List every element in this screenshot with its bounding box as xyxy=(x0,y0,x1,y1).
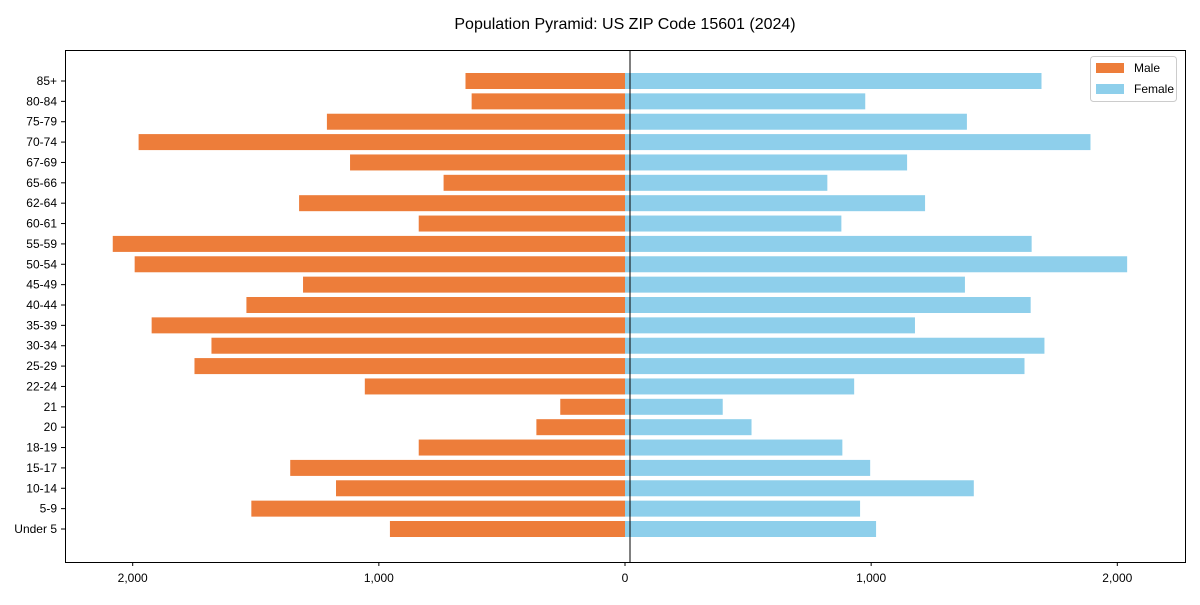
x-tick-label: 1,000 xyxy=(856,571,886,585)
bar-male-5-9 xyxy=(251,500,626,517)
bar-female-15-17 xyxy=(625,459,871,476)
x-tick-label: 0 xyxy=(622,571,629,585)
y-tick-label: 30-34 xyxy=(26,339,57,353)
bar-male-67-69 xyxy=(350,154,625,171)
y-tick-label: 20 xyxy=(44,420,58,434)
bar-male-65-66 xyxy=(443,174,625,191)
bar-male-60-61 xyxy=(418,215,625,232)
y-tick-label: 50-54 xyxy=(26,257,57,271)
x-tick-label: 2,000 xyxy=(1102,571,1132,585)
bar-male-15-17 xyxy=(290,459,625,476)
bar-male-21 xyxy=(560,398,625,415)
bar-male-75-79 xyxy=(326,113,625,130)
bar-male-18-19 xyxy=(418,439,625,456)
y-tick-label: 35-39 xyxy=(26,318,57,332)
y-tick-label: 62-64 xyxy=(26,196,57,210)
bar-male-10-14 xyxy=(336,480,625,497)
y-tick-label: 15-17 xyxy=(26,461,57,475)
x-tick-label: 2,000 xyxy=(118,571,148,585)
bar-male-20 xyxy=(536,419,625,436)
bar-female-67-69 xyxy=(625,154,908,171)
bar-female-75-79 xyxy=(625,113,967,130)
y-tick-label: 45-49 xyxy=(26,278,57,292)
legend-label-female: Female xyxy=(1134,82,1174,96)
bar-male-80-84 xyxy=(471,93,625,110)
bar-male-25-29 xyxy=(194,358,625,375)
y-tick-label: 55-59 xyxy=(26,237,57,251)
bar-female-55-59 xyxy=(625,235,1032,252)
bar-female-under-5 xyxy=(625,521,877,537)
bar-female-80-84 xyxy=(625,93,866,110)
y-tick-label: Under 5 xyxy=(14,522,57,536)
plot-frame xyxy=(65,50,1186,563)
y-tick-label: 5-9 xyxy=(40,502,58,516)
y-tick-label: 65-66 xyxy=(26,176,57,190)
y-tick-label: 75-79 xyxy=(26,115,57,129)
y-tick-label: 85+ xyxy=(37,74,57,88)
bar-male-30-34 xyxy=(211,337,625,354)
bar-female-85- xyxy=(625,73,1042,89)
legend: Male Female xyxy=(1090,56,1177,102)
y-tick-label: 60-61 xyxy=(26,217,57,231)
y-tick-label: 70-74 xyxy=(26,135,57,149)
legend-swatch-male xyxy=(1096,63,1124,73)
y-tick-label: 25-29 xyxy=(26,359,57,373)
bar-female-35-39 xyxy=(625,317,915,334)
bar-female-62-64 xyxy=(625,195,926,212)
bar-male-22-24 xyxy=(364,378,625,395)
bar-male-35-39 xyxy=(151,317,625,334)
bar-female-40-44 xyxy=(625,297,1031,313)
legend-swatch-female xyxy=(1096,84,1124,94)
y-tick-label: 10-14 xyxy=(26,481,57,495)
bar-female-45-49 xyxy=(625,276,965,293)
bar-female-18-19 xyxy=(625,439,843,456)
bar-female-65-66 xyxy=(625,174,828,191)
bar-female-20 xyxy=(625,419,752,436)
bar-male-55-59 xyxy=(112,235,625,252)
y-tick-label: 40-44 xyxy=(26,298,57,312)
y-tick-label: 18-19 xyxy=(26,441,57,455)
bar-female-25-29 xyxy=(625,358,1025,375)
bar-female-22-24 xyxy=(625,378,855,395)
bar-male-50-54 xyxy=(134,256,625,273)
y-tick-label: 80-84 xyxy=(26,94,57,108)
bar-male-45-49 xyxy=(303,276,625,293)
bar-male-40-44 xyxy=(246,297,625,313)
bar-female-10-14 xyxy=(625,480,974,497)
bar-male-62-64 xyxy=(299,195,625,212)
chart-title: Population Pyramid: US ZIP Code 15601 (2… xyxy=(454,16,795,33)
x-tick-label: 1,000 xyxy=(364,571,394,585)
bar-female-60-61 xyxy=(625,215,842,232)
y-tick-label: 21 xyxy=(44,400,58,414)
legend-label-male: Male xyxy=(1134,61,1160,75)
bar-female-30-34 xyxy=(625,337,1045,354)
bar-male-70-74 xyxy=(138,134,625,151)
bar-female-5-9 xyxy=(625,500,861,517)
bar-female-50-54 xyxy=(625,256,1128,273)
bar-female-70-74 xyxy=(625,134,1091,151)
bar-female-21 xyxy=(625,398,723,415)
bar-male-under-5 xyxy=(389,521,625,537)
y-tick-label: 22-24 xyxy=(26,379,57,393)
bar-male-85- xyxy=(465,73,625,89)
y-tick-label: 67-69 xyxy=(26,155,57,169)
